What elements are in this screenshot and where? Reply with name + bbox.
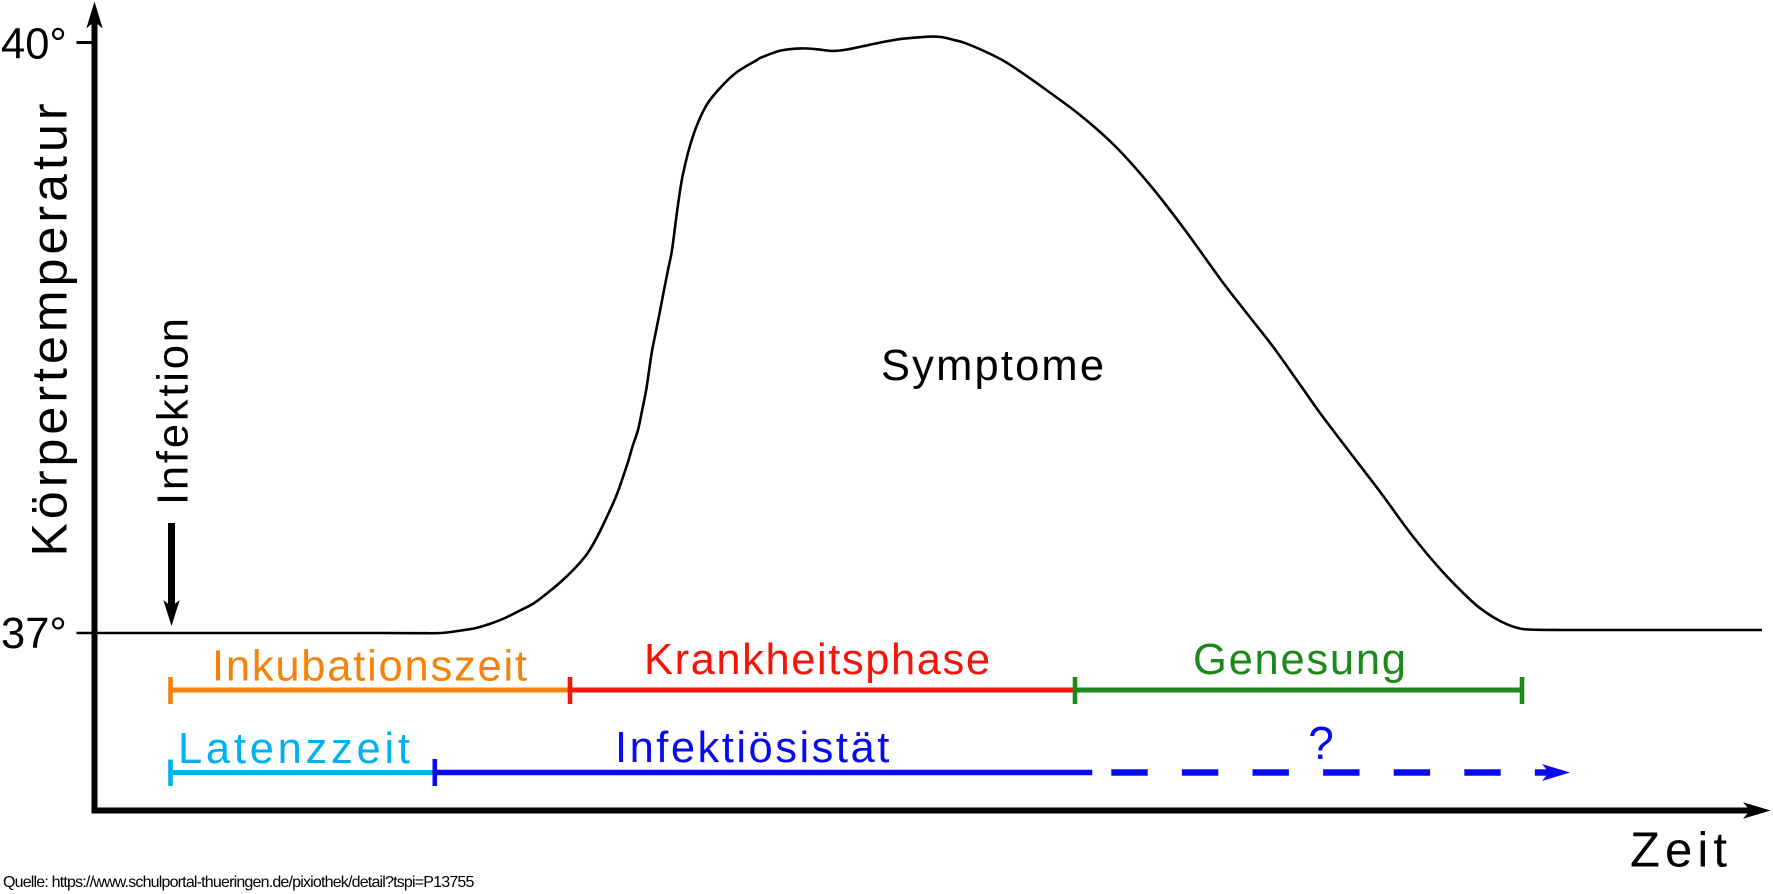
svg-text:?: ? — [1308, 717, 1334, 769]
svg-text:Symptome: Symptome — [881, 342, 1106, 390]
svg-text:37°: 37° — [1, 610, 67, 658]
svg-text:40°: 40° — [1, 21, 67, 69]
svg-text:Krankheitsphase: Krankheitsphase — [644, 636, 992, 684]
svg-text:Quelle: https://www.schulporta: Quelle: https://www.schulportal-thuering… — [3, 874, 475, 891]
svg-text:Körpertemperatur: Körpertemperatur — [22, 99, 78, 556]
svg-text:Infektion: Infektion — [150, 315, 198, 505]
svg-text:Zeit: Zeit — [1630, 824, 1732, 878]
svg-text:Genesung: Genesung — [1193, 636, 1408, 684]
svg-text:Latenzzeit: Latenzzeit — [178, 725, 414, 773]
svg-text:Infektiösistät: Infektiösistät — [615, 724, 892, 772]
svg-text:Inkubationszeit: Inkubationszeit — [212, 643, 529, 691]
